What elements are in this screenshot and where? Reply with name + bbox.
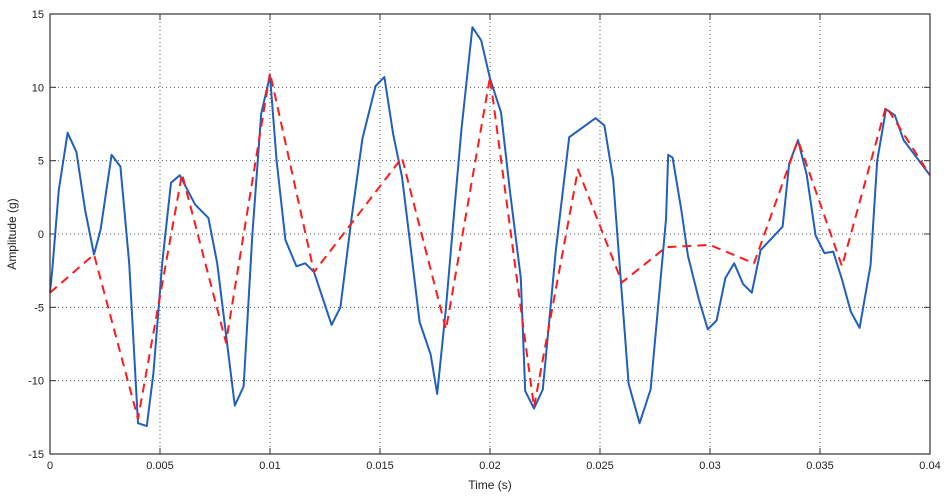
data-series bbox=[49, 26, 931, 428]
x-axis-title: Time (s) bbox=[468, 478, 512, 492]
x-tick-labels: 0 0.005 0.01 0.015 0.02 0.025 0.03 0.035 0.04 bbox=[47, 460, 941, 472]
y-tick-label: 5 bbox=[38, 156, 44, 168]
y-tick-label: -15 bbox=[28, 449, 44, 461]
series-signal-line bbox=[49, 26, 931, 428]
series-reference-line bbox=[49, 71, 931, 420]
y-tick-label: 0 bbox=[38, 229, 44, 241]
y-tick-label: 15 bbox=[32, 9, 44, 21]
x-tick-label: 0.01 bbox=[259, 460, 280, 472]
plot-frame bbox=[49, 13, 931, 455]
y-tick-label: 10 bbox=[32, 82, 44, 94]
x-tick-label: 0.005 bbox=[146, 460, 174, 472]
grid-lines bbox=[50, 14, 930, 454]
x-tick-label: 0.03 bbox=[699, 460, 720, 472]
x-tick-label: 0.025 bbox=[586, 460, 614, 472]
x-tick-label: 0 bbox=[47, 460, 53, 472]
x-tick-label: 0.035 bbox=[806, 460, 834, 472]
y-tick-labels: -15 -10 -5 0 5 10 15 bbox=[28, 9, 44, 461]
x-tick-label: 0.04 bbox=[919, 460, 940, 472]
y-tick-label: -5 bbox=[34, 302, 44, 314]
x-tick-label: 0.015 bbox=[366, 460, 394, 472]
y-axis-title: Amplitude (g) bbox=[5, 198, 19, 269]
y-tick-label: -10 bbox=[28, 376, 44, 388]
x-tick-label: 0.02 bbox=[479, 460, 500, 472]
